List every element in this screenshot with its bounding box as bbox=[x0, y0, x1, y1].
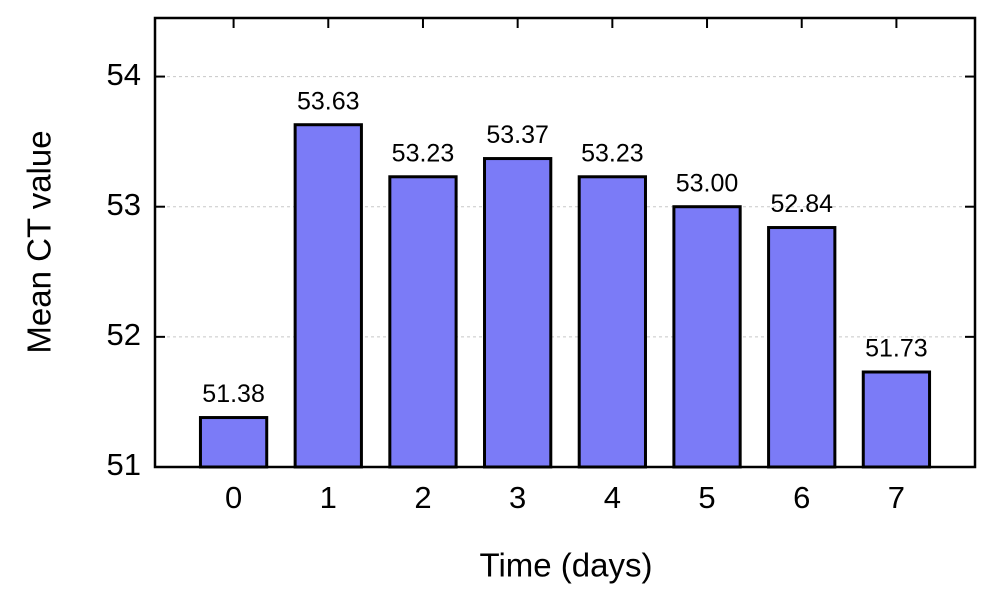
x-tick-label: 1 bbox=[320, 480, 337, 515]
bar bbox=[198, 416, 269, 469]
x-tick-label: 5 bbox=[698, 480, 715, 515]
bar bbox=[483, 157, 553, 469]
x-tick-label: 6 bbox=[793, 480, 810, 515]
bar bbox=[672, 205, 742, 469]
x-tick-label: 3 bbox=[509, 480, 526, 515]
x-axis-label: Time (days) bbox=[480, 547, 653, 584]
y-tick-label: 53 bbox=[107, 187, 141, 222]
x-tick-label: 7 bbox=[888, 480, 905, 515]
x-tick-label: 2 bbox=[414, 480, 431, 515]
bar bbox=[577, 175, 647, 469]
bar bbox=[388, 175, 458, 469]
y-tick-label: 52 bbox=[107, 317, 141, 352]
x-tick-label: 0 bbox=[225, 480, 242, 515]
data-label: 51.73 bbox=[865, 335, 928, 363]
data-label: 53.23 bbox=[392, 139, 455, 167]
bar bbox=[861, 370, 932, 469]
bar bbox=[767, 226, 837, 469]
y-axis-label: Mean CT value bbox=[21, 130, 58, 353]
data-label: 53.23 bbox=[581, 139, 644, 167]
data-label: 52.84 bbox=[770, 190, 833, 218]
data-label: 53.00 bbox=[676, 169, 739, 197]
plot-frame bbox=[153, 16, 977, 469]
y-tick-label: 51 bbox=[107, 447, 141, 482]
data-label: 53.63 bbox=[297, 87, 360, 115]
y-tick-label: 54 bbox=[107, 57, 141, 92]
data-label: 53.37 bbox=[486, 121, 549, 149]
data-label: 51.38 bbox=[202, 380, 265, 408]
bar bbox=[293, 123, 363, 469]
x-tick-label: 4 bbox=[604, 480, 621, 515]
